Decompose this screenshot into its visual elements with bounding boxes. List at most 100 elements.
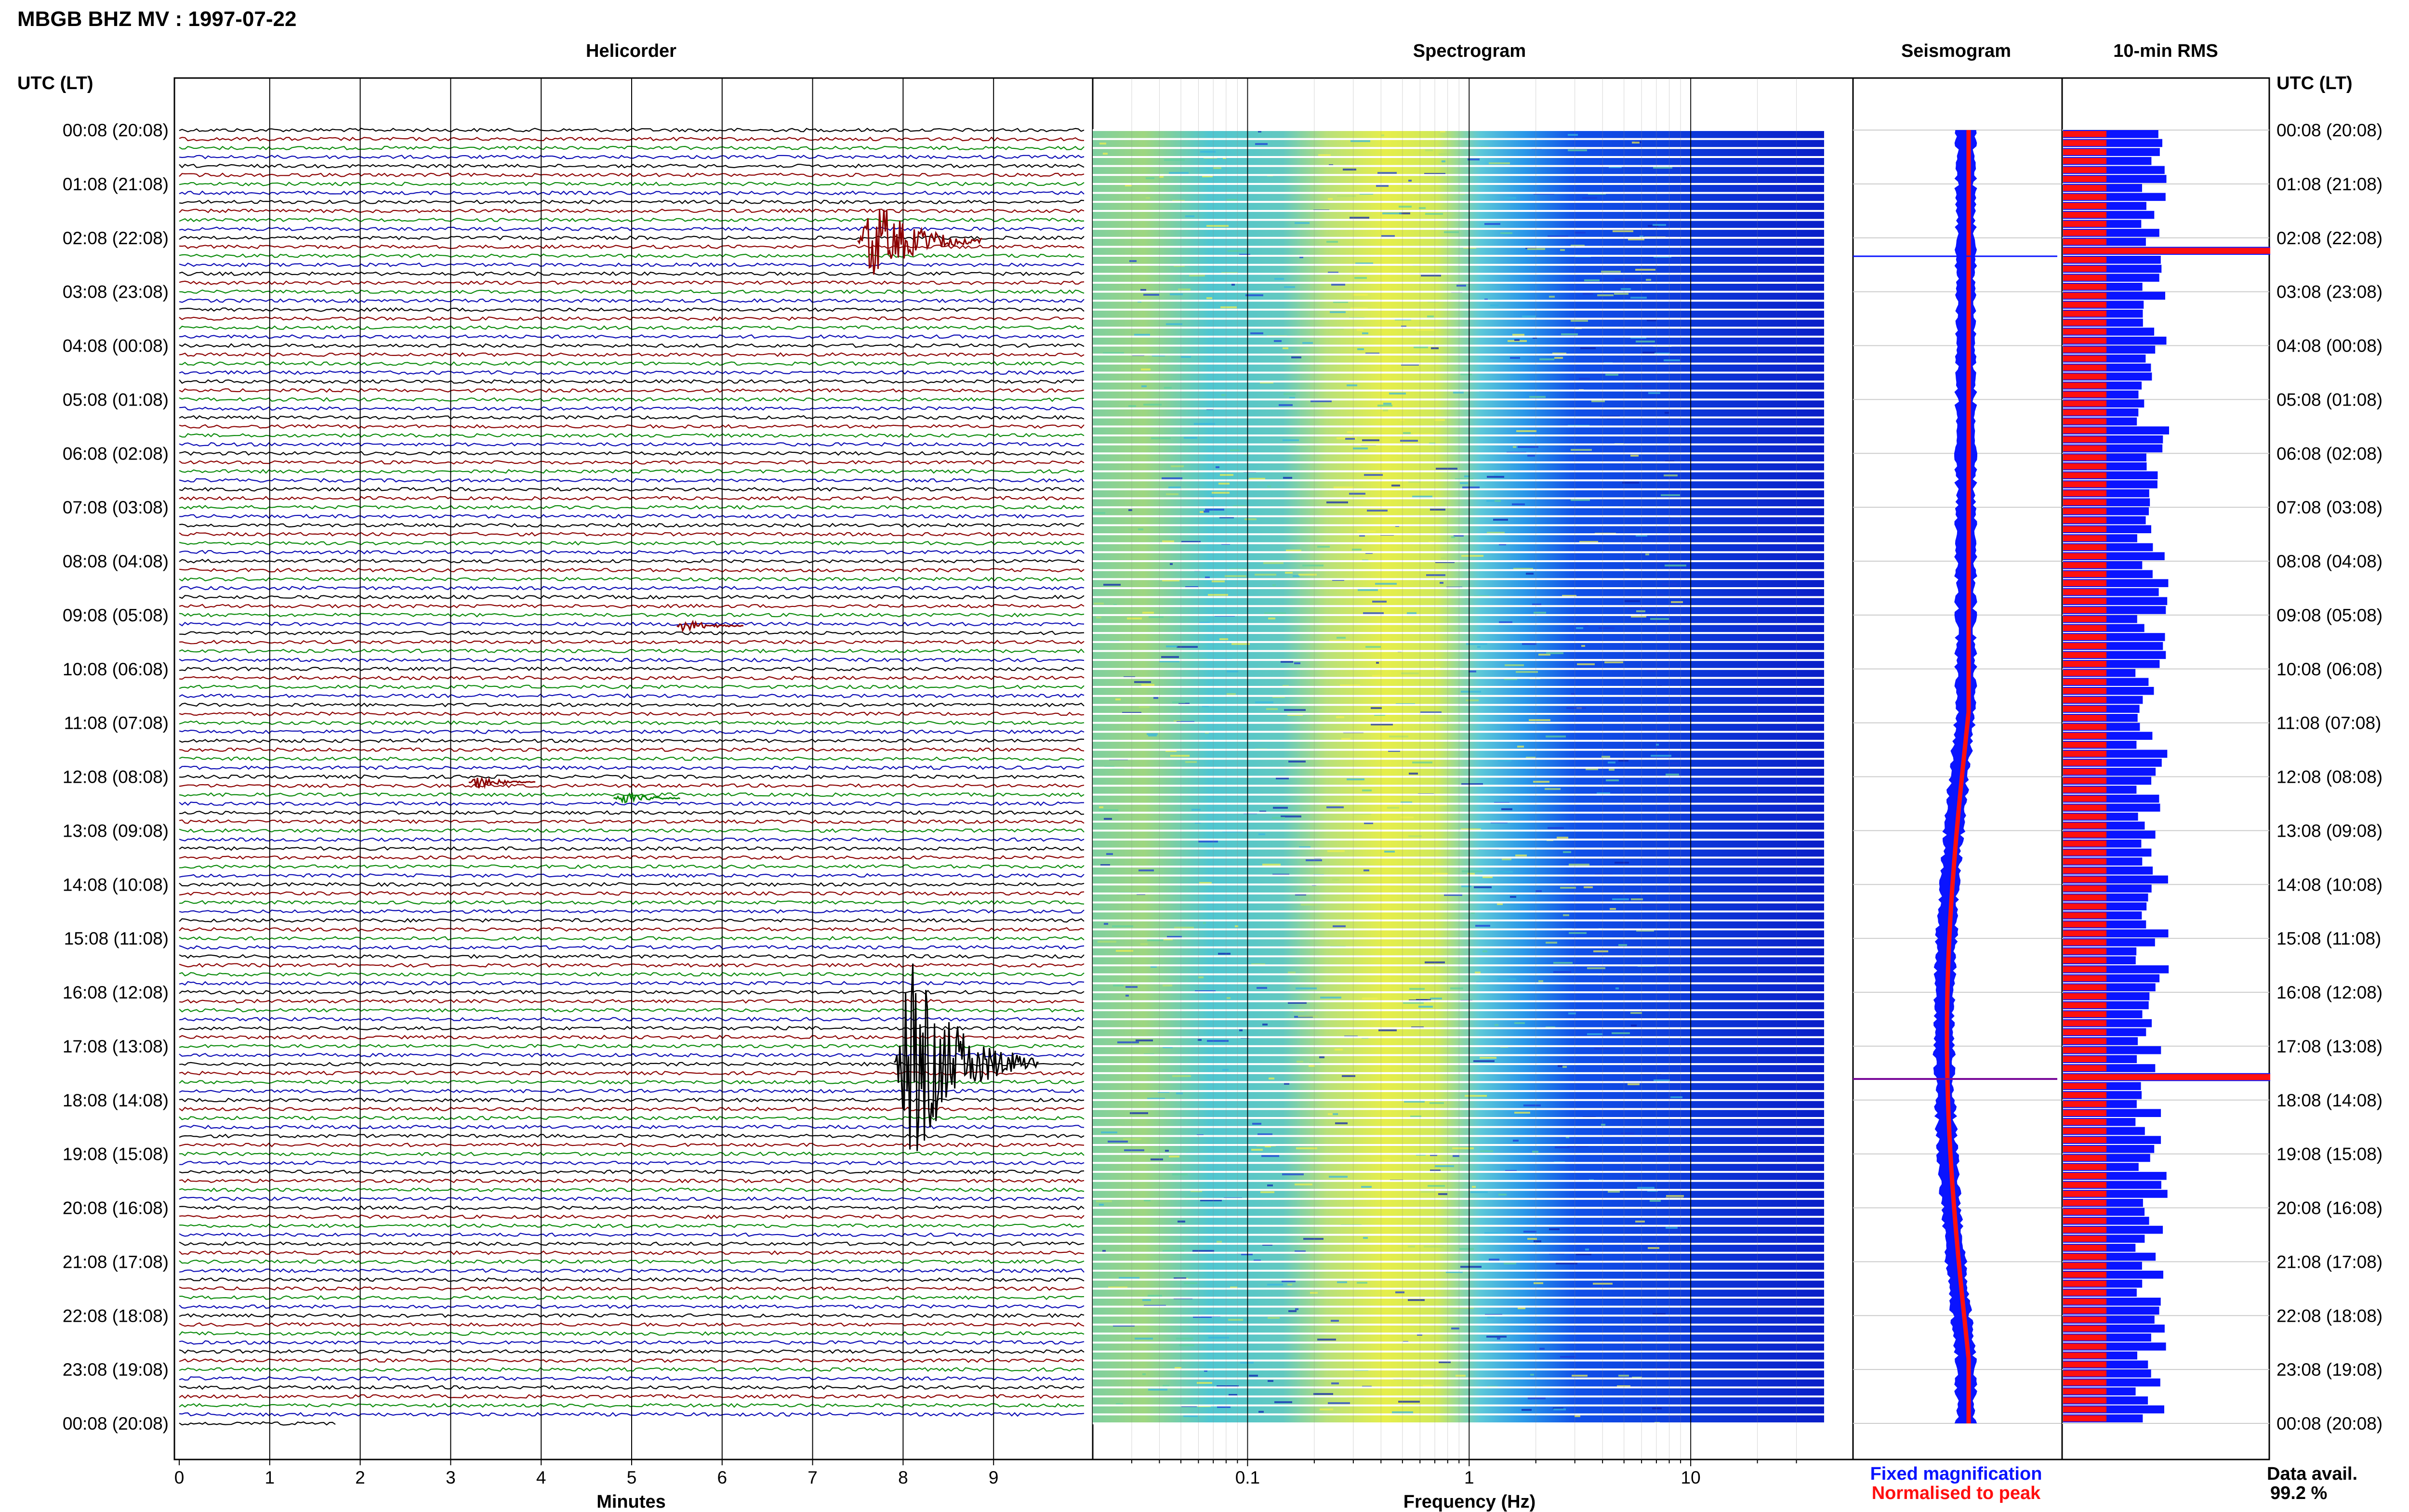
rms-bar-normalised xyxy=(2063,337,2106,344)
spectrogram-cell xyxy=(1098,941,1116,943)
spectrogram-cell xyxy=(1532,604,1541,605)
rms-bar-normalised xyxy=(2063,1325,2106,1332)
spectrogram-cell xyxy=(1227,671,1238,672)
spectrogram-cell xyxy=(1260,1191,1274,1193)
spectrogram-cell xyxy=(1665,565,1686,566)
spectrogram-cell xyxy=(1403,1002,1424,1004)
spectrogram-cell xyxy=(1239,254,1250,256)
spectrogram-cell xyxy=(1220,306,1237,308)
time-label-left: 15:08 (11:08) xyxy=(64,929,169,948)
spectrogram-cell xyxy=(1560,887,1576,889)
spectrogram-cell xyxy=(1219,516,1234,518)
spectrogram-cell xyxy=(1522,316,1536,317)
spectrogram-cell xyxy=(1362,998,1377,999)
time-label-right: 14:08 (10:08) xyxy=(2277,875,2383,894)
minutes-axis: 0 1 2 3 4 5 6 7 8 9 xyxy=(174,1459,998,1487)
rms-bar-normalised xyxy=(2063,1388,2106,1394)
time-label-right: 16:08 (12:08) xyxy=(2277,983,2383,1002)
rms-bar-normalised xyxy=(2063,463,2106,470)
spectrogram-cell xyxy=(1113,985,1124,986)
spectrogram-cell xyxy=(1371,723,1393,725)
spectrogram-cell xyxy=(1328,272,1338,274)
spectrogram-cell xyxy=(1497,903,1503,905)
spectrogram-cell xyxy=(1665,412,1669,414)
spectrogram-cell xyxy=(1576,627,1583,629)
spectrogram-cell xyxy=(1198,976,1204,978)
spectrogram-cell xyxy=(1535,890,1542,892)
spectrogram-cell xyxy=(1296,1147,1317,1149)
spectrogram-cell xyxy=(1513,446,1516,448)
spectrogram-cell xyxy=(1103,584,1121,586)
spectrogram-cell xyxy=(1568,149,1587,151)
spectrogram-cell xyxy=(1601,271,1621,273)
spectrogram-cell xyxy=(1179,1344,1194,1346)
spectrogram-cell xyxy=(1655,353,1670,355)
spectrogram-cell xyxy=(1552,353,1566,355)
spectrogram-cell xyxy=(1615,278,1635,280)
rms-bar-normalised xyxy=(2063,1146,2106,1152)
spectrogram-cell xyxy=(1546,652,1563,654)
rms-bar-normalised xyxy=(2063,346,2106,353)
spectrogram-cell xyxy=(1427,316,1434,317)
spectrogram-cell xyxy=(1217,1385,1239,1387)
spectrogram-cell xyxy=(1515,855,1527,856)
rms-bar-normalised xyxy=(2063,1209,2106,1215)
helicorder-title: Helicorder xyxy=(586,41,676,61)
spectrogram-cell xyxy=(1549,1228,1560,1230)
spectrogram-cell xyxy=(1528,1397,1546,1399)
spectrogram-cell xyxy=(1579,378,1590,380)
spectrogram-cell xyxy=(1539,358,1554,360)
spectrogram-cell xyxy=(1178,289,1191,290)
spectrogram-cell xyxy=(1416,999,1431,1001)
rms-bar-normalised xyxy=(2063,1352,2106,1359)
spectrogram-cell xyxy=(1425,213,1443,215)
rms-bar-normalised xyxy=(2063,1262,2106,1269)
rms-bar-normalised xyxy=(2063,194,2106,200)
rms-bar-normalised xyxy=(2063,697,2106,703)
legend-normalised-to-peak: Normalised to peak xyxy=(1872,1483,2041,1503)
spectrogram-cell xyxy=(1199,622,1210,624)
spectrogram-cell xyxy=(1170,293,1183,295)
spectrogram-cell xyxy=(1453,1307,1474,1309)
spectrogram-cell xyxy=(1494,474,1504,476)
spectrogram-cell xyxy=(1350,307,1368,309)
spectrogram-cell xyxy=(1333,301,1348,303)
rms-bar-normalised xyxy=(2063,1245,2106,1251)
spectrogram-cell xyxy=(1453,1155,1459,1157)
spectrogram-cell xyxy=(1235,925,1238,927)
spectrogram-cell xyxy=(1104,923,1108,925)
spectrogram-cell xyxy=(1486,1336,1507,1338)
spectrogram-cell xyxy=(1408,1246,1415,1248)
spectrogram-cell xyxy=(1529,719,1550,721)
spectrogram-cell xyxy=(1258,833,1265,835)
spectrogram-cell xyxy=(1480,1150,1493,1152)
spectrogram-cell xyxy=(1487,476,1504,478)
rms-bar-normalised xyxy=(2063,1172,2106,1179)
rms-bar-normalised xyxy=(2063,1280,2106,1287)
spectrogram-cell xyxy=(1284,1083,1289,1085)
spectrogram-cell xyxy=(1529,396,1546,398)
spectrogram-cell xyxy=(1482,950,1487,952)
rms-bar-normalised xyxy=(2063,526,2106,532)
spectrogram-cell xyxy=(1096,617,1101,618)
spectrogram-cell xyxy=(1597,294,1614,296)
spectrogram-cell xyxy=(1199,882,1212,884)
spectrogram-cell xyxy=(1455,478,1473,480)
spectrogram-cell xyxy=(1134,681,1151,683)
spectrogram-cell xyxy=(1424,1246,1443,1248)
spectrogram-cell xyxy=(1497,1338,1500,1340)
spectrogram-cell xyxy=(1142,1299,1151,1301)
spectrogram-cell xyxy=(1432,873,1448,875)
spectrogram-cell xyxy=(1653,167,1672,169)
spectrogram-cell xyxy=(1568,1012,1576,1014)
spectrogram-cell xyxy=(1400,419,1404,421)
spectrogram-cell xyxy=(1471,912,1475,914)
spectrogram-cell xyxy=(1538,980,1543,982)
spectrogram-cell xyxy=(1608,762,1615,763)
spectrogram-cell xyxy=(1399,212,1410,214)
spectrogram-cell xyxy=(1530,1374,1534,1376)
spectrogram-cell xyxy=(1419,207,1426,209)
spectrogram-title: Spectrogram xyxy=(1413,41,1526,61)
spectrogram-cell xyxy=(1123,1138,1141,1140)
spectrogram-cell xyxy=(1195,822,1201,824)
